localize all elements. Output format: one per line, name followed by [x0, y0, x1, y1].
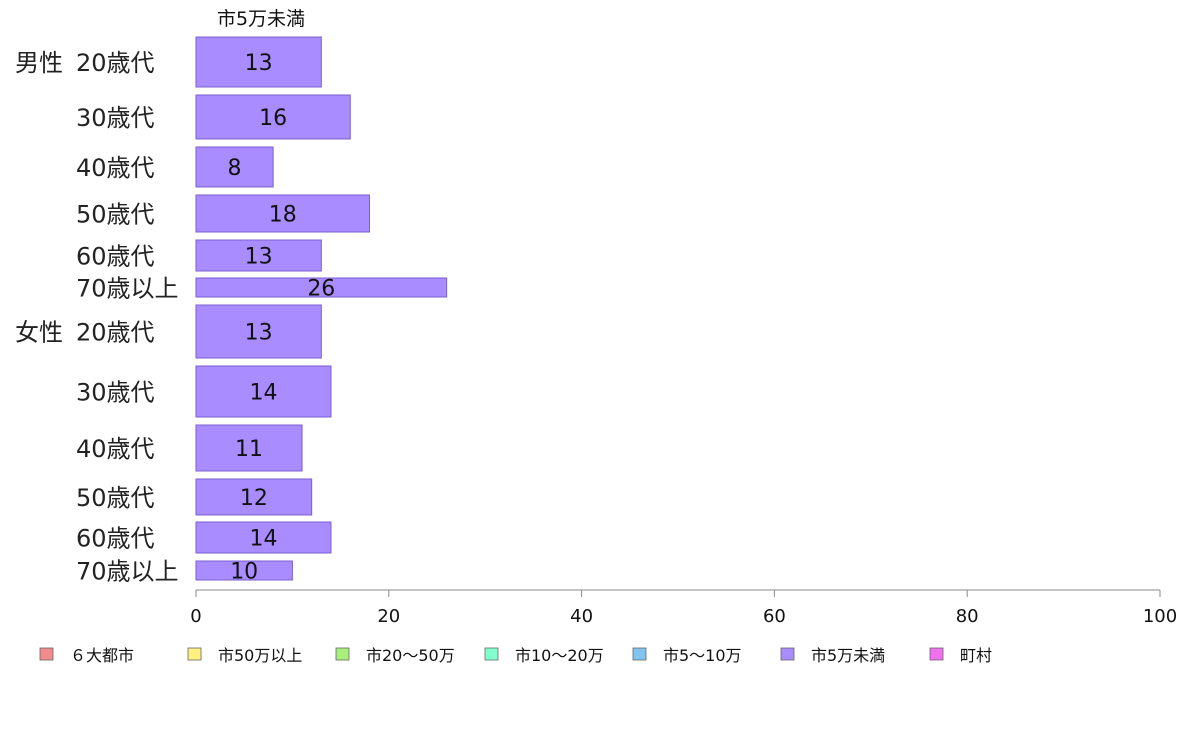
category-label: 20歳代 [76, 319, 155, 347]
group-label: 女性 [15, 319, 63, 347]
legend-swatch [187, 647, 202, 661]
group-label: 男性 [15, 49, 63, 77]
x-tick-label: 60 [763, 606, 786, 627]
data-label: 11 [235, 437, 263, 462]
legend-label: ６大都市 [70, 646, 134, 665]
bar [195, 560, 293, 581]
bar [195, 277, 448, 298]
bar [195, 94, 351, 140]
x-tick-label: 0 [190, 606, 201, 627]
legend-label: 市5～10万 [663, 646, 742, 665]
data-label: 10 [230, 560, 258, 585]
category-label: 30歳代 [76, 379, 155, 407]
data-label: 13 [245, 51, 273, 76]
data-label: 18 [269, 203, 297, 228]
bar [195, 146, 274, 188]
category-label: 60歳代 [76, 243, 155, 271]
bar [195, 478, 313, 516]
category-label: 70歳以上 [76, 275, 179, 303]
data-label: 26 [307, 277, 335, 302]
category-label: 50歳代 [76, 201, 155, 229]
bar [195, 36, 322, 88]
bar [195, 304, 322, 359]
category-label: 70歳以上 [76, 558, 179, 586]
data-label: 14 [249, 381, 277, 406]
legend-label: 市10～20万 [515, 646, 604, 665]
x-tick-label: 80 [956, 606, 979, 627]
category-label: 20歳代 [76, 49, 155, 77]
series-header: 市5万未満 [217, 8, 305, 30]
bar [195, 365, 332, 418]
legend-swatch [632, 647, 647, 661]
legend-label: 市50万以上 [218, 646, 302, 665]
legend-swatch [929, 647, 944, 661]
x-tick-label: 100 [1143, 606, 1177, 627]
category-labels-layer: 20歳代男性30歳代40歳代50歳代60歳代70歳以上20歳代女性30歳代40歳… [15, 49, 179, 586]
category-label: 50歳代 [76, 484, 155, 512]
data-label: 8 [228, 156, 242, 181]
bar [195, 521, 332, 554]
legend-swatch [39, 647, 54, 661]
legend-swatch [780, 647, 795, 661]
legend: ６大都市 市50万以上 市20～50万 市10～20万 市5～10万 市5万未満 町村 [39, 646, 992, 665]
data-label: 12 [240, 486, 268, 511]
legend-label: 町村 [960, 646, 992, 665]
legend-label: 市5万未満 [811, 646, 885, 665]
bars-layer: 13 16 8 18 13 26 13 14 11 12 14 10 [195, 36, 448, 585]
x-tick-label: 40 [570, 606, 593, 627]
legend-swatch [335, 647, 350, 661]
bar [195, 194, 371, 233]
x-tick-label: 20 [377, 606, 400, 627]
x-axis: 0 20 40 60 80 100 [190, 589, 1177, 627]
legend-swatch [484, 647, 499, 661]
bar [195, 424, 303, 472]
data-label: 13 [245, 245, 273, 270]
data-label: 16 [259, 106, 287, 131]
category-label: 30歳代 [76, 104, 155, 132]
legend-label: 市20～50万 [366, 646, 455, 665]
category-label: 40歳代 [76, 154, 155, 182]
category-label: 60歳代 [76, 525, 155, 553]
category-label: 40歳代 [76, 435, 155, 463]
data-label: 13 [245, 321, 273, 346]
data-label: 14 [249, 527, 277, 552]
bar [195, 239, 322, 272]
